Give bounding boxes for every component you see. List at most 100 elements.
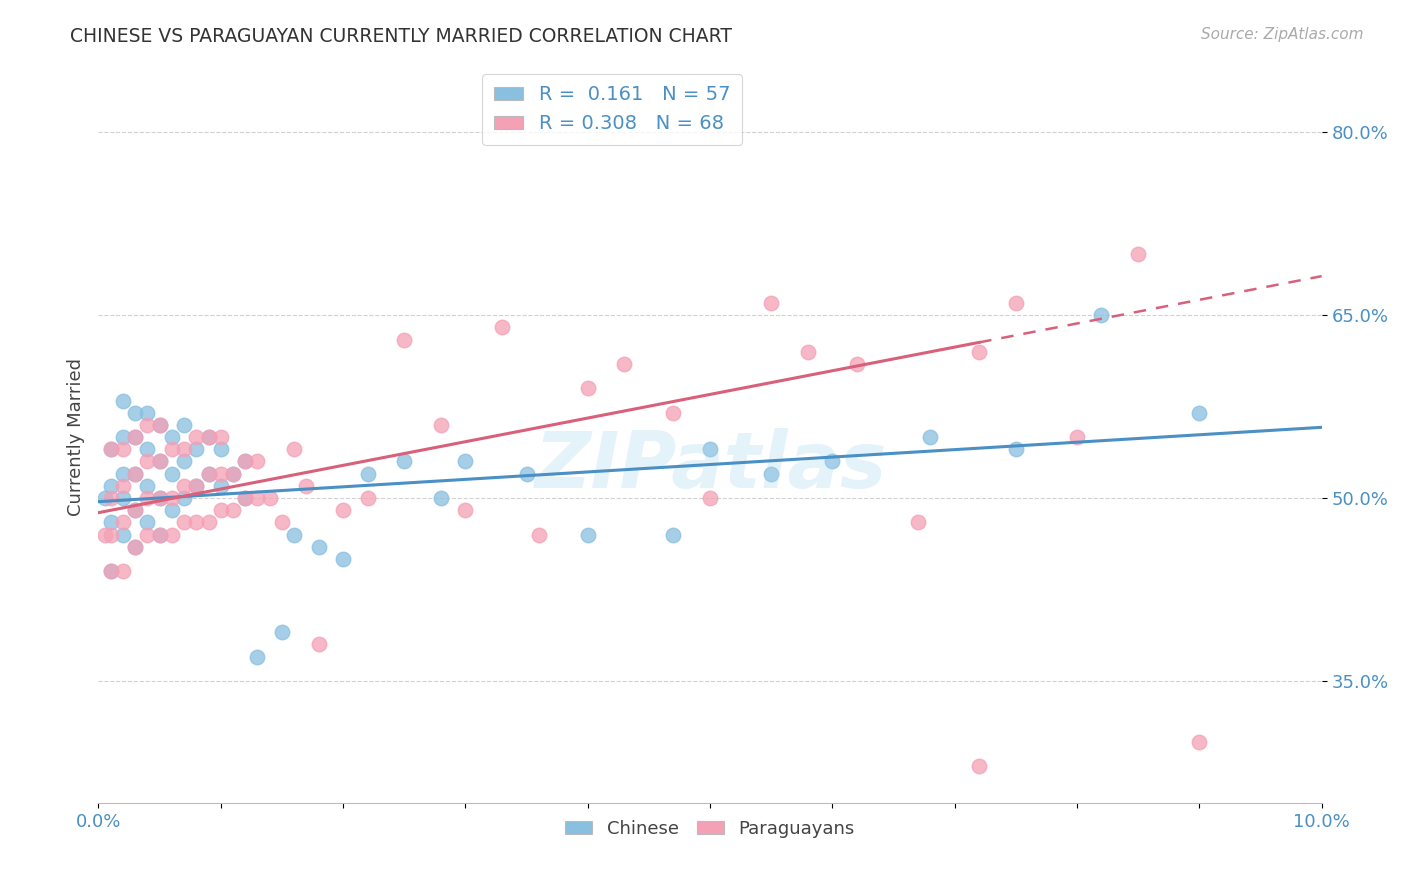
- Point: [149, 491, 172, 505]
- Point: [222, 503, 245, 517]
- Point: [209, 442, 232, 457]
- Point: [93, 527, 115, 541]
- Point: [173, 454, 195, 468]
- Point: [160, 442, 183, 457]
- Point: [430, 417, 453, 432]
- Point: [197, 516, 219, 530]
- Point: [124, 430, 146, 444]
- Point: [246, 491, 269, 505]
- Point: [759, 467, 782, 481]
- Point: [93, 491, 115, 505]
- Point: [392, 454, 416, 468]
- Point: [173, 516, 195, 530]
- Point: [233, 491, 256, 505]
- Point: [209, 479, 232, 493]
- Point: [1004, 442, 1026, 457]
- Point: [111, 430, 134, 444]
- Point: [332, 503, 354, 517]
- Point: [111, 527, 134, 541]
- Point: [967, 344, 990, 359]
- Point: [1004, 296, 1026, 310]
- Point: [233, 454, 256, 468]
- Point: [454, 454, 477, 468]
- Point: [259, 491, 281, 505]
- Y-axis label: Currently Married: Currently Married: [66, 358, 84, 516]
- Point: [576, 527, 599, 541]
- Point: [246, 649, 269, 664]
- Point: [149, 491, 172, 505]
- Point: [111, 467, 134, 481]
- Point: [100, 442, 122, 457]
- Point: [124, 503, 146, 517]
- Point: [124, 503, 146, 517]
- Point: [197, 430, 219, 444]
- Point: [1188, 406, 1211, 420]
- Point: [491, 320, 513, 334]
- Point: [454, 503, 477, 517]
- Point: [100, 491, 122, 505]
- Point: [160, 503, 183, 517]
- Point: [186, 479, 208, 493]
- Point: [136, 417, 159, 432]
- Point: [662, 527, 685, 541]
- Point: [699, 442, 721, 457]
- Point: [173, 491, 195, 505]
- Point: [186, 430, 208, 444]
- Point: [1090, 308, 1112, 322]
- Point: [100, 516, 122, 530]
- Point: [160, 491, 183, 505]
- Point: [967, 759, 990, 773]
- Point: [124, 467, 146, 481]
- Point: [246, 454, 269, 468]
- Point: [136, 454, 159, 468]
- Point: [209, 503, 232, 517]
- Point: [527, 527, 550, 541]
- Point: [136, 479, 159, 493]
- Point: [160, 467, 183, 481]
- Point: [149, 454, 172, 468]
- Point: [197, 467, 219, 481]
- Point: [1128, 247, 1150, 261]
- Legend: Chinese, Paraguayans: Chinese, Paraguayans: [558, 813, 862, 845]
- Point: [295, 479, 318, 493]
- Point: [186, 479, 208, 493]
- Point: [613, 357, 636, 371]
- Point: [662, 406, 685, 420]
- Point: [149, 417, 172, 432]
- Point: [173, 442, 195, 457]
- Point: [308, 637, 330, 651]
- Point: [222, 467, 245, 481]
- Point: [124, 430, 146, 444]
- Point: [111, 479, 134, 493]
- Point: [516, 467, 538, 481]
- Point: [100, 527, 122, 541]
- Point: [124, 467, 146, 481]
- Point: [186, 442, 208, 457]
- Point: [136, 442, 159, 457]
- Point: [100, 479, 122, 493]
- Point: [270, 625, 292, 640]
- Point: [173, 417, 195, 432]
- Point: [907, 516, 929, 530]
- Point: [845, 357, 868, 371]
- Point: [197, 430, 219, 444]
- Point: [160, 527, 183, 541]
- Point: [759, 296, 782, 310]
- Point: [111, 442, 134, 457]
- Point: [111, 516, 134, 530]
- Point: [124, 540, 146, 554]
- Point: [222, 467, 245, 481]
- Point: [283, 442, 305, 457]
- Point: [100, 564, 122, 578]
- Point: [136, 406, 159, 420]
- Point: [356, 491, 378, 505]
- Point: [111, 564, 134, 578]
- Point: [699, 491, 721, 505]
- Point: [209, 467, 232, 481]
- Point: [173, 479, 195, 493]
- Text: CHINESE VS PARAGUAYAN CURRENTLY MARRIED CORRELATION CHART: CHINESE VS PARAGUAYAN CURRENTLY MARRIED …: [70, 27, 733, 45]
- Point: [233, 454, 256, 468]
- Point: [149, 527, 172, 541]
- Point: [111, 393, 134, 408]
- Point: [1066, 430, 1088, 444]
